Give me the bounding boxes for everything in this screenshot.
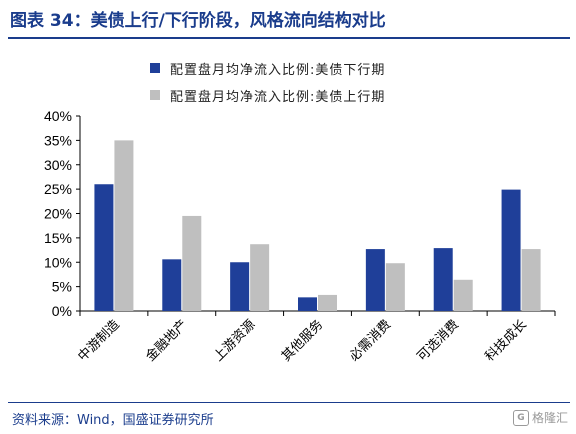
y-tick-label: 35%: [44, 132, 72, 148]
header-divider: [8, 37, 570, 39]
x-category-label: 金融地产: [143, 317, 191, 365]
y-tick-label: 15%: [44, 230, 72, 246]
bar-up-period: [385, 263, 405, 311]
chart-title: 图表 34：美债上行/下行阶段，风格流向结构对比: [10, 11, 386, 31]
legend-swatch-up: [150, 90, 160, 100]
bar-up-period: [250, 244, 270, 311]
x-category-label: 可选消费: [415, 317, 462, 364]
y-tick-label: 20%: [44, 206, 72, 222]
legend-item-down: 配置盘月均净流入比例:美债下行期: [150, 58, 385, 78]
y-tick-label: 0%: [52, 303, 72, 319]
bar-down-period: [365, 249, 385, 311]
y-tick-label: 5%: [52, 279, 72, 295]
bar-down-period: [433, 248, 453, 311]
legend-label-down: 配置盘月均净流入比例:美债下行期: [170, 62, 386, 78]
source-note: 资料来源：Wind，国盛证券研究所: [12, 413, 214, 428]
x-category-label: 必需消费: [347, 317, 394, 364]
x-category-label: 上游资源: [211, 317, 258, 364]
y-tick-label: 40%: [44, 108, 72, 124]
x-category-label: 其他服务: [278, 317, 326, 365]
bar-up-period: [453, 279, 473, 311]
watermark: G 格隆汇: [512, 409, 568, 426]
watermark-logo-icon: G: [512, 409, 529, 426]
x-category-label: 科技成长: [483, 317, 530, 364]
legend-label-up: 配置盘月均净流入比例:美债上行期: [170, 89, 386, 105]
bar-up-period: [318, 294, 337, 311]
footer-divider: [8, 402, 570, 403]
watermark-text: 格隆汇: [531, 411, 568, 425]
bar-down-period: [94, 184, 114, 311]
bar-up-period: [114, 140, 134, 311]
bar-up-period: [182, 215, 202, 311]
legend-item-up: 配置盘月均净流入比例:美债上行期: [150, 85, 385, 105]
chart-legend: 配置盘月均净流入比例:美债下行期 配置盘月均净流入比例:美债上行期: [150, 58, 385, 112]
legend-swatch-down: [150, 63, 160, 73]
bar-down-period: [230, 262, 250, 311]
bar-up-period: [521, 249, 541, 311]
y-tick-label: 30%: [44, 157, 72, 173]
x-category-label: 中游制造: [75, 317, 122, 364]
bar-down-period: [298, 297, 317, 311]
bar-down-period: [501, 189, 521, 311]
bar-chart: 0% 5% 10% 15% 20% 25% 30% 35% 40% 中游制造 金融地产 上游资源 其他服…: [44, 108, 556, 365]
bar-down-period: [162, 259, 182, 311]
y-tick-label: 25%: [44, 181, 72, 197]
y-tick-label: 10%: [44, 254, 72, 270]
